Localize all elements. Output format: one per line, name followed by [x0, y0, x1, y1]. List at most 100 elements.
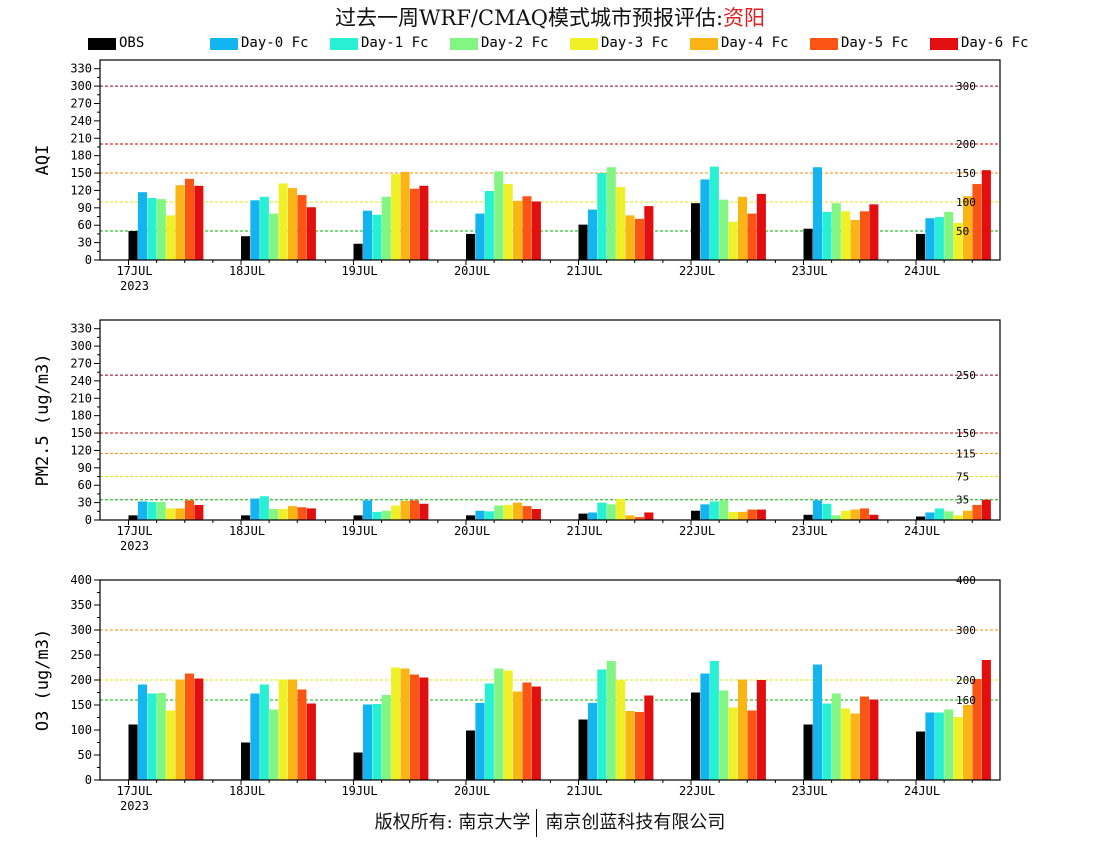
bar-17jul-day-4-fc: [175, 679, 185, 780]
y-tick-label: 150: [70, 426, 92, 440]
x-tick-label: 22JUL: [679, 784, 715, 798]
y-tick-label: 0: [85, 253, 92, 267]
bar-20jul-day-1-fc: [484, 683, 494, 780]
bar-21jul-day-5-fc: [634, 218, 644, 260]
y-tick-label: 300: [70, 79, 92, 93]
bar-17jul-day-0-fc: [137, 684, 147, 780]
y-tick-label: 200: [70, 673, 92, 687]
bar-21jul-day-3-fc: [616, 186, 626, 260]
threshold-label: 150: [956, 167, 976, 180]
bar-17jul-day-6-fc: [194, 185, 204, 260]
bar-24jul-day-2-fc: [944, 211, 954, 260]
bar-24jul-day-5-fc: [972, 679, 982, 780]
threshold-label: 250: [956, 369, 976, 382]
bar-22jul-day-5-fc: [747, 710, 757, 780]
bar-19jul-day-1-fc: [372, 511, 382, 520]
bar-21jul-day-0-fc: [587, 512, 597, 520]
y-tick-label: 0: [85, 773, 92, 787]
y-axis-label: O3 (ug/m3): [33, 629, 53, 731]
bar-17jul-day-1-fc: [147, 693, 157, 780]
legend-swatch: [690, 38, 718, 50]
x-tick-label: 20JUL: [454, 264, 490, 278]
legend-label: Day-0 Fc: [241, 35, 309, 51]
bar-21jul-day-2-fc: [606, 504, 616, 520]
bar-21jul-day-6-fc: [644, 206, 654, 260]
bar-24jul-obs: [916, 516, 926, 520]
x-tick-label: 24JUL: [904, 784, 940, 798]
bar-17jul-day-2-fc: [156, 502, 166, 520]
x-year-label: 2023: [120, 279, 149, 293]
bar-19jul-obs: [353, 515, 363, 520]
y-tick-label: 240: [70, 114, 92, 128]
x-tick-label: 18JUL: [229, 524, 265, 538]
bar-19jul-day-5-fc: [409, 674, 419, 780]
y-tick-label: 60: [78, 478, 92, 492]
bar-18jul-day-0-fc: [250, 693, 260, 780]
bar-22jul-day-6-fc: [756, 193, 766, 260]
bar-18jul-day-0-fc: [250, 200, 260, 260]
threshold-label: 75: [956, 471, 969, 484]
bar-17jul-day-4-fc: [175, 508, 185, 520]
bar-22jul-day-6-fc: [756, 680, 766, 780]
bar-23jul-day-1-fc: [822, 703, 832, 780]
bar-23jul-day-0-fc: [812, 167, 822, 260]
y-tick-label: 30: [78, 236, 92, 250]
bar-24jul-day-1-fc: [934, 217, 944, 260]
bar-21jul-obs: [578, 719, 588, 780]
bar-17jul-obs: [128, 724, 138, 780]
bar-20jul-day-0-fc: [475, 703, 485, 780]
bar-24jul-day-4-fc: [963, 510, 973, 520]
bar-19jul-day-1-fc: [372, 214, 382, 260]
bar-21jul-day-6-fc: [644, 695, 654, 780]
y-tick-label: 180: [70, 149, 92, 163]
bar-20jul-obs: [466, 515, 476, 520]
bar-24jul-day-4-fc: [963, 196, 973, 260]
bar-19jul-day-2-fc: [381, 695, 391, 780]
bar-18jul-day-6-fc: [306, 508, 316, 520]
x-tick-label: 24JUL: [904, 264, 940, 278]
bar-19jul-day-3-fc: [391, 505, 401, 520]
bar-20jul-obs: [466, 730, 476, 780]
bar-23jul-day-5-fc: [859, 508, 869, 520]
bar-19jul-day-2-fc: [381, 510, 391, 520]
threshold-label: 160: [956, 694, 976, 707]
bar-23jul-day-6-fc: [869, 204, 879, 260]
bar-18jul-day-5-fc: [297, 689, 307, 780]
bar-24jul-day-6-fc: [981, 660, 991, 780]
y-axis-label: AQI: [33, 145, 53, 176]
y-tick-label: 120: [70, 443, 92, 457]
bar-21jul-day-2-fc: [606, 167, 616, 260]
bar-24jul-day-3-fc: [953, 222, 963, 260]
x-tick-label: 22JUL: [679, 524, 715, 538]
bar-22jul-day-2-fc: [719, 690, 729, 780]
legend-label: Day-3 Fc: [601, 35, 669, 51]
x-tick-label: 17JUL: [116, 524, 152, 538]
threshold-label: 300: [956, 624, 976, 637]
bar-20jul-day-1-fc: [484, 511, 494, 520]
bar-23jul-day-2-fc: [831, 203, 841, 260]
bar-21jul-day-4-fc: [625, 711, 635, 780]
bar-18jul-day-6-fc: [306, 703, 316, 780]
bar-23jul-day-4-fc: [850, 509, 860, 520]
bar-22jul-day-1-fc: [709, 166, 719, 260]
bar-20jul-day-4-fc: [513, 502, 523, 520]
y-tick-label: 240: [70, 374, 92, 388]
bar-22jul-day-0-fc: [700, 179, 710, 260]
bar-24jul-day-0-fc: [925, 712, 935, 780]
bar-23jul-obs: [803, 724, 813, 780]
bar-19jul-day-4-fc: [400, 171, 410, 260]
bar-24jul-day-3-fc: [953, 717, 963, 780]
bar-23jul-day-3-fc: [841, 510, 851, 520]
bar-22jul-day-4-fc: [738, 679, 748, 780]
bar-20jul-day-3-fc: [503, 184, 513, 260]
bar-17jul-day-3-fc: [166, 710, 176, 780]
bar-21jul-obs: [578, 224, 588, 260]
bar-24jul-day-1-fc: [934, 508, 944, 520]
bar-17jul-day-0-fc: [137, 192, 147, 260]
legend-label: Day-4 Fc: [721, 35, 789, 51]
y-tick-label: 210: [70, 131, 92, 145]
bar-17jul-day-4-fc: [175, 185, 185, 260]
legend-swatch: [450, 38, 478, 50]
bar-21jul-day-3-fc: [616, 680, 626, 780]
bar-18jul-day-2-fc: [269, 709, 279, 780]
